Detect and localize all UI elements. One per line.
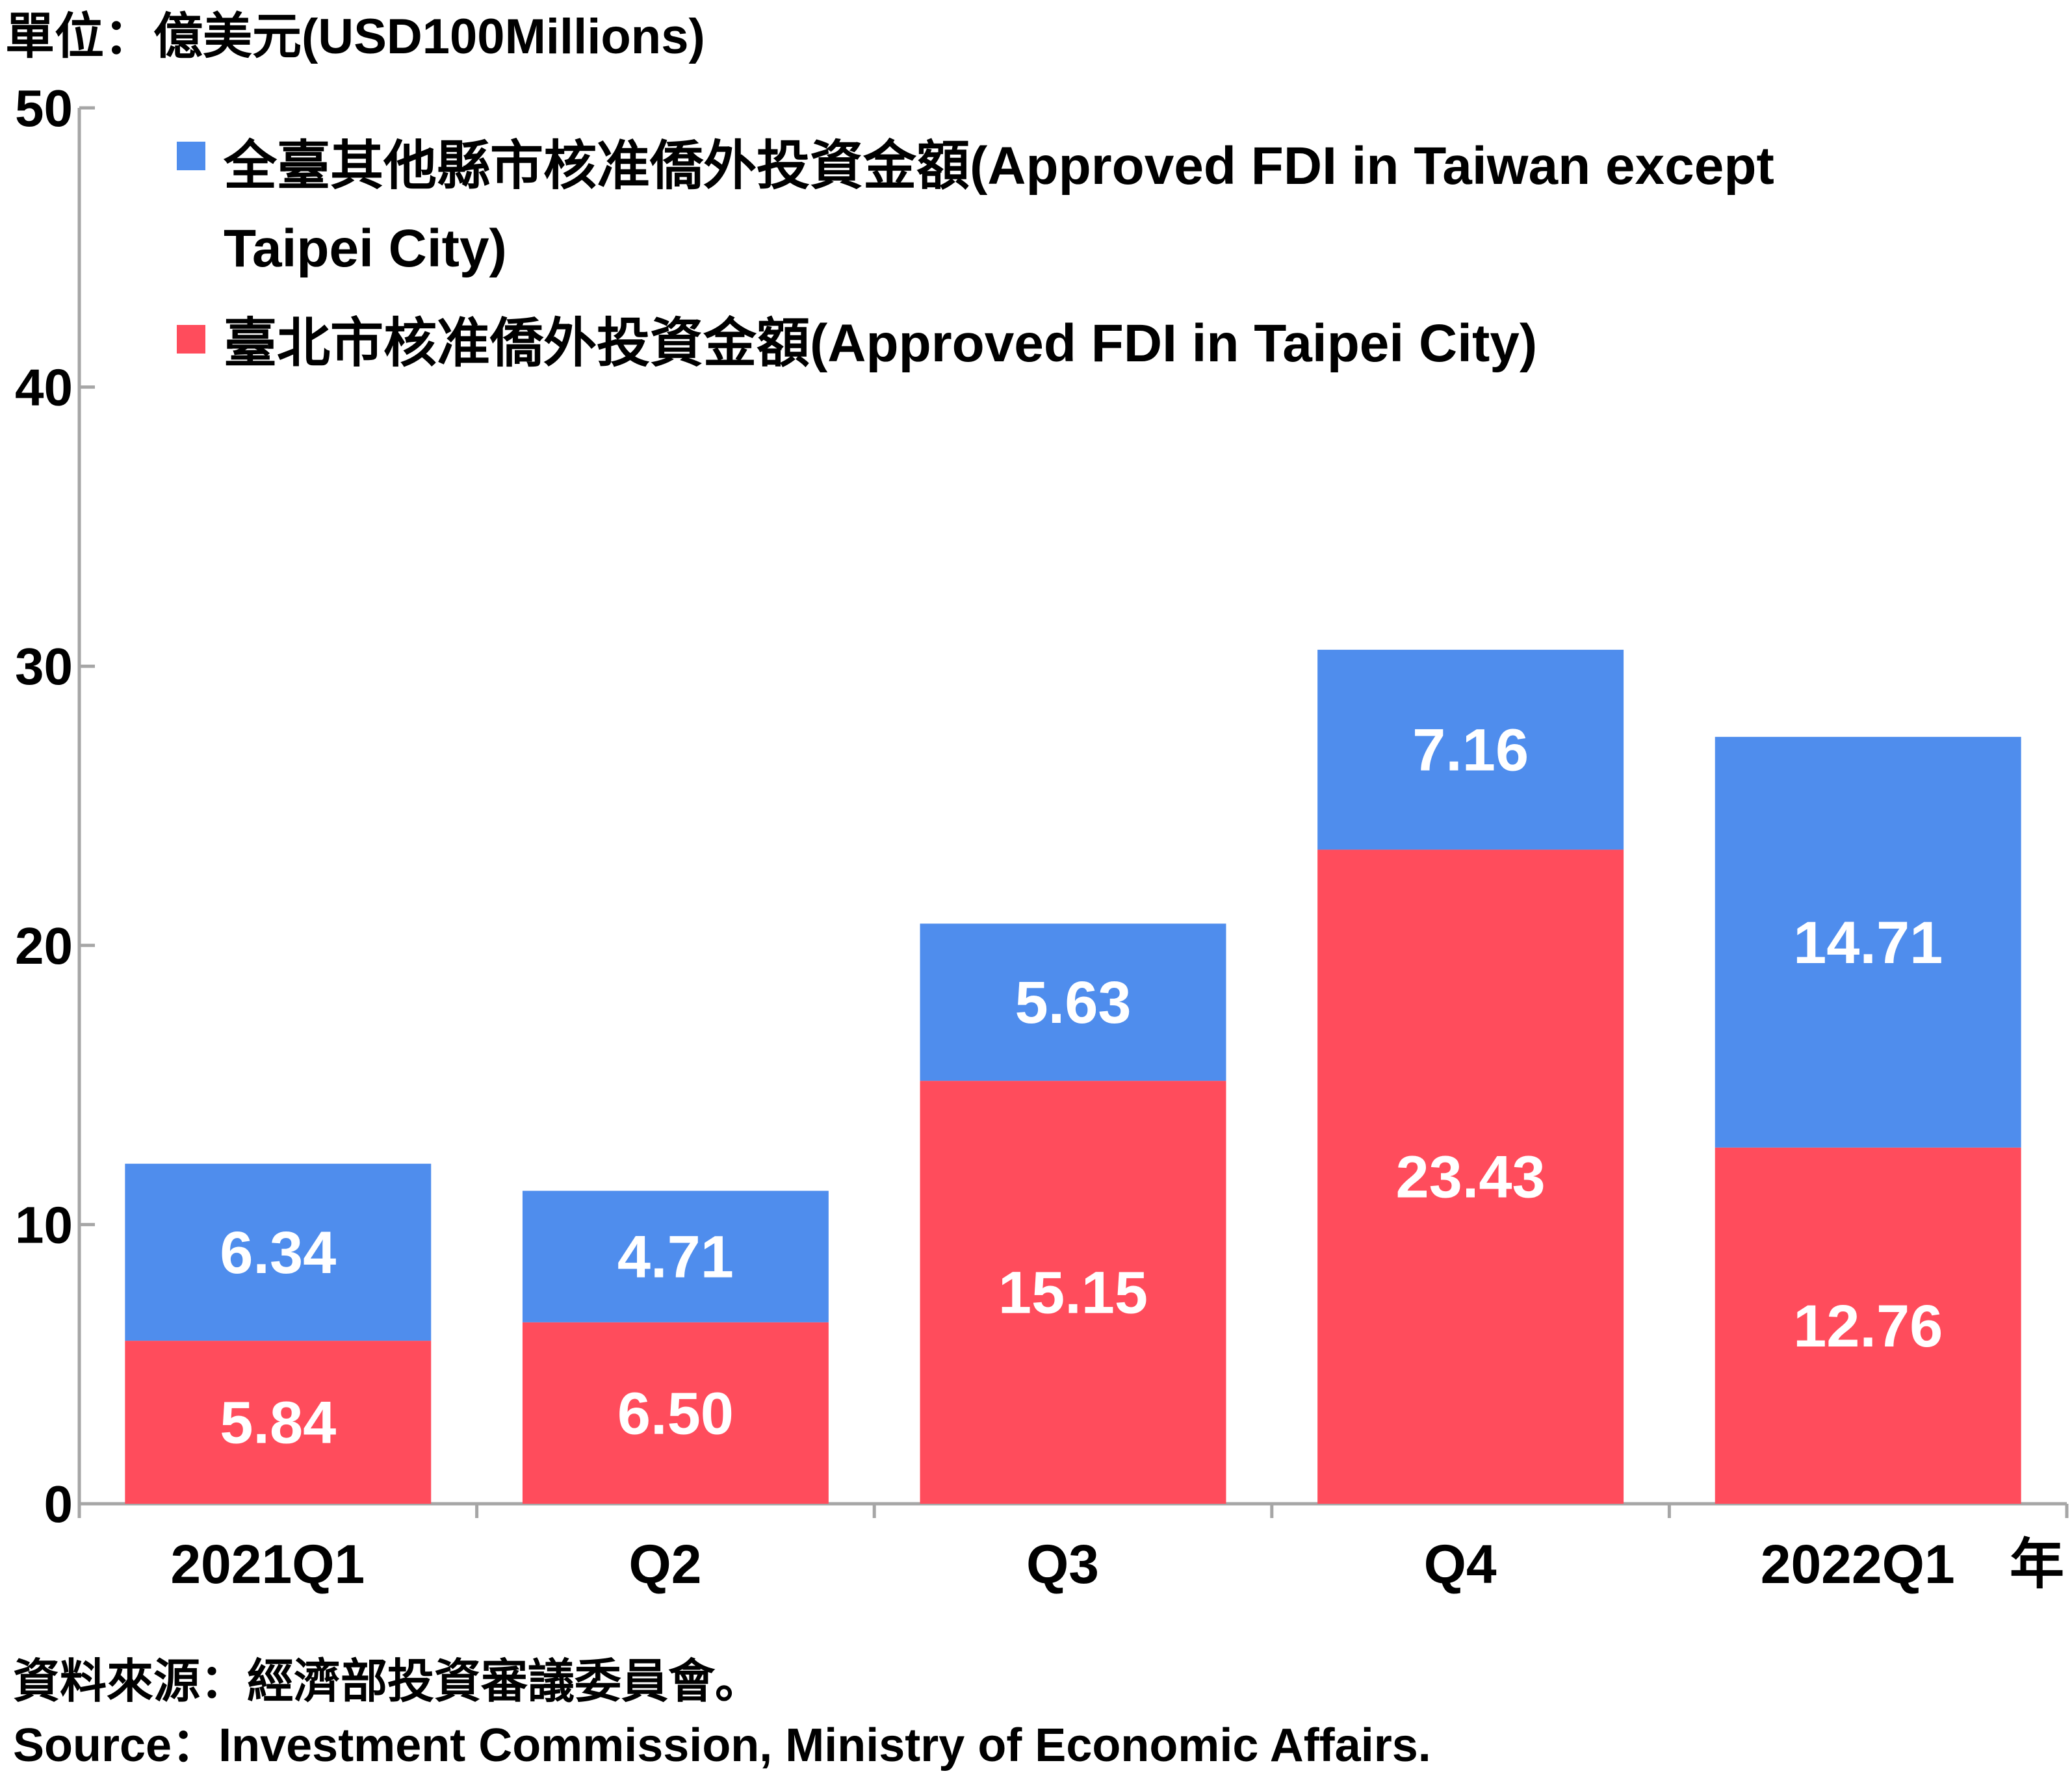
bar-taipei — [1317, 849, 1624, 1504]
bar-other — [920, 923, 1226, 1081]
y-axis-ticks: 0 10 20 30 40 50 — [15, 79, 95, 1533]
bar-taipei — [125, 1341, 432, 1504]
legend-label-other-line1: 全臺其他縣市核准僑外投資金額(Approved FDI in Taiwan ex… — [223, 136, 1774, 196]
y-tick-label: 0 — [44, 1475, 73, 1533]
legend-label-taipei: 臺北市核准僑外投資金額(Approved FDI in Taipei City) — [224, 314, 1537, 373]
bar-other — [522, 1191, 829, 1322]
bar-taipei — [522, 1322, 829, 1504]
x-tick-label: Q4 — [1424, 1534, 1497, 1595]
y-tick-label: 40 — [15, 359, 73, 417]
y-tick-label: 10 — [15, 1196, 73, 1254]
data-label-taipei: 23.43 — [1395, 1144, 1545, 1211]
bar-taipei — [1715, 1147, 2021, 1504]
bar-other — [125, 1163, 432, 1341]
bars: 5.84 6.34 6.50 4.71 15.15 5.63 23.43 7.16 12.76 1… — [125, 649, 2021, 1504]
x-unit-label: 年 — [2010, 1534, 2064, 1595]
bar-other — [1715, 736, 2021, 1148]
bar-other — [1317, 649, 1624, 850]
data-label-other: 4.71 — [617, 1224, 734, 1291]
unit-label: 單位：億美元(USD100Millions) — [5, 9, 705, 64]
x-tick-label: Q2 — [628, 1534, 701, 1595]
data-label-other: 7.16 — [1412, 717, 1529, 784]
data-label-taipei: 12.76 — [1793, 1293, 1943, 1359]
bar-taipei — [920, 1081, 1226, 1504]
y-tick-label: 30 — [15, 638, 73, 695]
data-label-other: 5.63 — [1015, 970, 1131, 1036]
x-tick-label: 2021Q1 — [170, 1534, 365, 1595]
legend: 全臺其他縣市核准僑外投資金額(Approved FDI in Taiwan ex… — [177, 136, 1774, 373]
y-tick-label: 20 — [15, 917, 73, 975]
legend-swatch-taipei — [177, 325, 205, 354]
source-en: Source：Investment Commission, Ministry o… — [13, 1720, 1431, 1772]
data-label-taipei: 15.15 — [998, 1260, 1148, 1326]
data-label-taipei: 6.50 — [617, 1380, 734, 1447]
x-tick-label: 2022Q1 — [1761, 1534, 1955, 1595]
data-label-taipei: 5.84 — [220, 1390, 336, 1456]
data-label-other: 6.34 — [220, 1220, 336, 1286]
x-tick-label: Q3 — [1026, 1534, 1099, 1595]
data-label-other: 14.71 — [1793, 910, 1943, 976]
legend-label-other-line2: Taipei City) — [224, 219, 507, 278]
source-zh: 資料來源：經濟部投資審議委員會。 — [13, 1656, 762, 1708]
y-tick-label: 50 — [15, 79, 73, 137]
x-axis-labels: 2021Q1 Q2 Q3 Q4 2022Q1 — [170, 1534, 1954, 1595]
legend-swatch-other — [177, 142, 205, 170]
